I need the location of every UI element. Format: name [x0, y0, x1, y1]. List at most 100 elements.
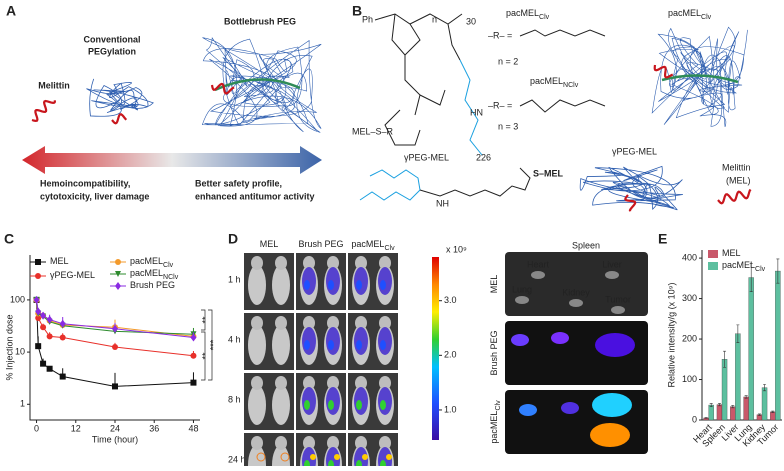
mouse-head [355, 256, 367, 270]
bar [716, 404, 723, 421]
label: Conventional [83, 34, 140, 44]
mouse-head [355, 316, 367, 330]
mouse [248, 385, 266, 425]
error-bar [709, 403, 713, 407]
column-label: Brush PEG [298, 239, 343, 249]
peg-chain [459, 59, 483, 156]
point [46, 333, 53, 340]
colorbar-tick-label: 2.0 [444, 350, 457, 360]
signal [304, 280, 310, 290]
point [112, 344, 118, 351]
point [35, 273, 41, 279]
organ-label: Liver [602, 259, 622, 269]
error-bar [717, 403, 721, 407]
legend-sub: Clv [755, 266, 766, 273]
organ-row-label-sub: Clv [495, 400, 502, 411]
signal [380, 400, 386, 410]
signal [302, 267, 316, 295]
column-label: MEL [260, 239, 279, 249]
organ-label: Heart [527, 259, 550, 269]
label-main: pacMEL [506, 8, 539, 18]
row-label: 4 h [228, 334, 241, 344]
colorbar [432, 257, 439, 440]
signal [310, 454, 316, 460]
significance-label: *** [208, 339, 218, 350]
label: pacMELNClv [530, 76, 579, 88]
signal [378, 387, 392, 415]
point [190, 379, 197, 386]
point [35, 315, 42, 322]
label: Melittin [722, 162, 751, 172]
organ [611, 306, 625, 314]
mouse-head [303, 256, 315, 270]
point [35, 259, 41, 265]
mouse-head [275, 316, 287, 330]
point [112, 324, 118, 333]
legend-name: γPEG-MEL [50, 270, 95, 280]
legend-label: γPEG-MEL [50, 270, 95, 280]
point [35, 343, 42, 350]
signal [362, 454, 368, 460]
signal [334, 454, 340, 460]
mouse [272, 325, 290, 365]
melittin-helix [717, 188, 752, 205]
y-tick-label: 10 [15, 346, 25, 356]
legend-swatch [708, 250, 718, 258]
y-tick-label: 300 [682, 293, 697, 303]
mouse-head [303, 316, 315, 330]
organ-row-label: MEL [489, 275, 499, 294]
mouse-head [379, 316, 391, 330]
error-bar [723, 350, 727, 368]
organ-label: Tumor [605, 294, 631, 304]
point [190, 352, 197, 359]
label: pacMELClv [668, 8, 712, 20]
mouse-head [251, 316, 263, 330]
point [40, 360, 47, 367]
label: –R– = [488, 100, 512, 110]
label-sub: Clv [701, 14, 712, 21]
x-tick-label: 12 [71, 423, 81, 433]
x-tick-label: 48 [188, 423, 198, 433]
y-tick-label: 200 [682, 333, 697, 343]
column-label-main: Brush PEG [298, 239, 343, 249]
organ-row-label: Brush PEG [489, 330, 499, 375]
label-main: pacMEL [668, 8, 701, 18]
polymer-coil [201, 37, 322, 133]
legend-name: pacMEL [722, 260, 755, 270]
legend-sub: NClv [163, 274, 179, 281]
mouse-head [379, 376, 391, 390]
tumor-outline [280, 452, 290, 462]
label: pacMELClv [506, 8, 550, 20]
signal [328, 400, 334, 410]
point [46, 365, 53, 372]
colorbar-tick-label: 3.0 [444, 295, 457, 305]
error-bar [757, 413, 761, 416]
legend-name: MEL [50, 256, 69, 266]
mouse-head [251, 256, 263, 270]
signal [354, 267, 368, 295]
melittin-helix [653, 64, 674, 79]
organ-signal [590, 423, 630, 447]
y-tick-label: 100 [682, 374, 697, 384]
label: Bottlebrush PEG [224, 16, 296, 26]
legend-name: Brush PEG [130, 280, 175, 290]
label: 226 [476, 152, 491, 162]
organ-label: Lung [512, 284, 532, 294]
label: γPEG-MEL [404, 152, 449, 162]
signal [356, 400, 362, 410]
bar [748, 277, 754, 421]
signal [304, 400, 310, 410]
x-tick-label: 36 [149, 423, 159, 433]
mouse [248, 325, 266, 365]
organ-label: Kidney [562, 287, 590, 297]
mouse-head [327, 436, 339, 450]
signal [326, 327, 340, 355]
legend-label: pacMELClv [130, 256, 174, 268]
column-label-main: pacMEL [351, 239, 384, 249]
point [115, 271, 121, 277]
organ-signal [561, 402, 579, 414]
error-bar [776, 258, 780, 284]
point [33, 295, 40, 304]
axis [701, 250, 782, 421]
label: –R– = [488, 30, 512, 40]
